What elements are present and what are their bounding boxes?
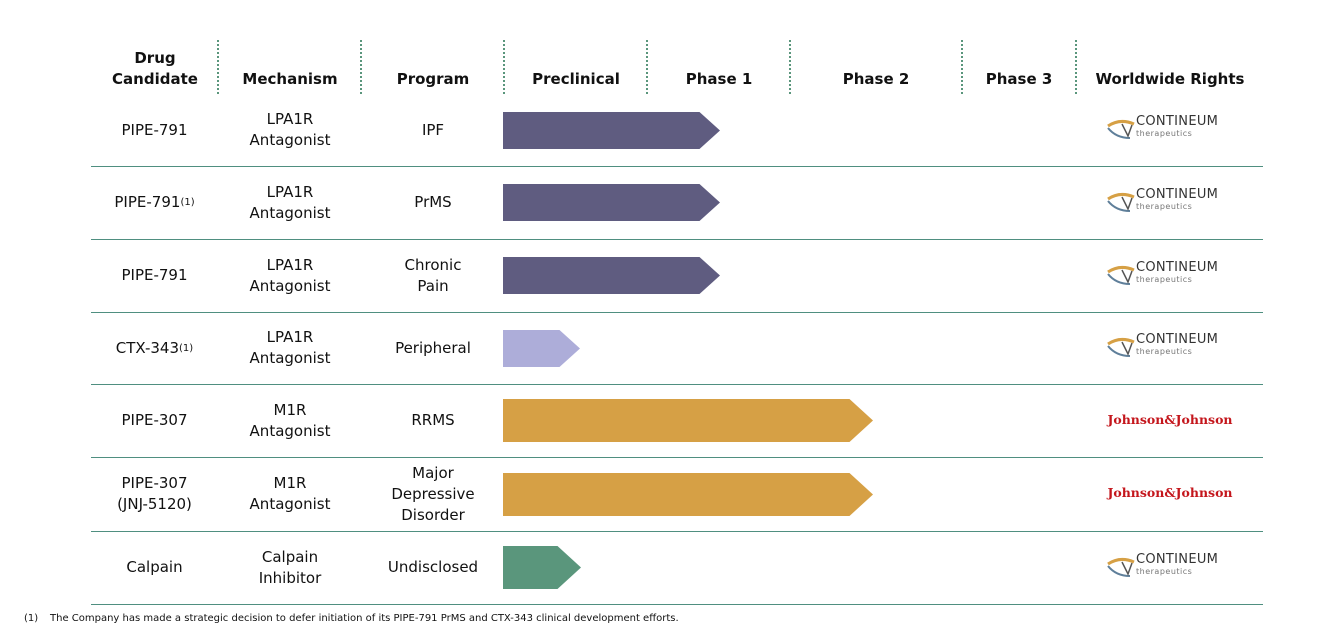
header: Drug Candidate — [112, 49, 198, 88]
rights: CONTINEUM therapeutics — [1136, 332, 1219, 358]
rights: CONTINEUM therapeutics — [1136, 114, 1219, 140]
candidate: PIPE-307 (JNJ-5120) — [91, 457, 218, 531]
rights-sub: therapeutics — [1136, 129, 1193, 138]
logo-icon — [1107, 265, 1135, 285]
mechanism: LPA1R Antagonist — [249, 255, 331, 295]
rights-logo: CONTINEUM therapeutics — [1106, 259, 1219, 286]
rights: CONTINEUM therapeutics — [1136, 259, 1219, 286]
candidate-name: PIPE-791 — [121, 120, 188, 139]
header: Phase 2 — [842, 70, 910, 88]
separator — [217, 40, 219, 94]
candidate: CTX-343 (1) — [91, 312, 218, 384]
header: Phase 3 — [985, 70, 1053, 88]
arrow-shape — [503, 257, 720, 294]
candidate-name: PIPE-307 — [121, 411, 188, 429]
arrow-shape — [503, 546, 581, 589]
candidate: PIPE-791 — [91, 239, 218, 312]
candidate: PIPE-307 — [91, 384, 218, 457]
logo-icon — [1107, 192, 1135, 212]
program: Major Depressive Disorder — [391, 463, 475, 524]
program: IPF — [421, 120, 445, 139]
row-line — [91, 531, 1263, 532]
mechanism: M1R Antagonist — [249, 474, 331, 513]
arrow-shape — [503, 111, 720, 149]
program: RRMS — [411, 411, 455, 429]
candidate-name: PIPE-307 (JNJ-5120) — [117, 474, 192, 513]
progress-arrow — [503, 111, 720, 149]
program: PrMS — [414, 193, 452, 211]
rights: CONTINEUM therapeutics — [1136, 551, 1219, 578]
progress-arrow — [503, 184, 720, 221]
rights-logo: CONTINEUM therapeutics — [1106, 186, 1219, 213]
candidate-name: Calpain — [126, 558, 183, 576]
rights: CONTINEUM therapeutics — [1136, 186, 1219, 213]
rights-name: CONTINEUM — [1136, 259, 1219, 275]
progress-arrow — [503, 472, 873, 516]
arrow-shape — [503, 184, 720, 221]
program: Chronic Pain — [404, 255, 462, 295]
progress-arrow — [503, 546, 581, 589]
candidate-name: CTX-343 — [115, 338, 180, 357]
progress-arrow — [503, 399, 873, 442]
logo-icon — [1107, 119, 1135, 139]
rights: Johnson&Johnson — [1107, 411, 1233, 427]
mechanism: M1R Antagonist — [249, 400, 331, 440]
candidate-name: PIPE-791 — [121, 266, 188, 284]
mechanism: LPA1R Antagonist — [249, 182, 331, 222]
row-line — [91, 604, 1263, 605]
mechanism: Calpain Inhibitor — [258, 547, 322, 587]
row-line — [91, 312, 1263, 313]
rights-name: CONTINEUM — [1136, 551, 1219, 567]
arrow-shape — [503, 329, 580, 367]
note: (1) — [179, 342, 194, 354]
row-line — [91, 166, 1263, 167]
rights-sub: therapeutics — [1136, 347, 1193, 356]
header: Worldwide Rights — [1095, 70, 1245, 88]
rights-sub: therapeutics — [1136, 566, 1193, 576]
mechanism: LPA1R Antagonist — [249, 110, 331, 149]
mechanism: LPA1R Antagonist — [249, 328, 331, 367]
logo-icon — [1107, 557, 1135, 577]
row-line — [91, 384, 1263, 385]
separator — [961, 40, 963, 94]
rights-sub: therapeutics — [1136, 201, 1193, 211]
rights-logo: CONTINEUM therapeutics — [1106, 332, 1219, 358]
logo-icon — [1107, 337, 1135, 357]
rights: Johnson&Johnson — [1107, 485, 1233, 500]
candidate: PIPE-791 — [91, 94, 218, 166]
footnote-marker: (1) — [24, 613, 39, 624]
arrow-shape — [503, 399, 873, 442]
rights-name: CONTINEUM — [1136, 186, 1219, 202]
candidate: Calpain — [91, 531, 218, 604]
footnote: The Company has made a strategic decisio… — [50, 613, 679, 624]
rights-logo: CONTINEUM therapeutics — [1106, 114, 1219, 140]
separator — [789, 40, 791, 94]
note: (1) — [180, 197, 195, 208]
arrow-shape — [503, 472, 873, 516]
header: Phase 1 — [685, 70, 753, 88]
rights-name: CONTINEUM — [1136, 332, 1219, 347]
separator — [360, 40, 362, 94]
candidate: PIPE-791 (1) — [91, 166, 218, 239]
progress-arrow — [503, 257, 720, 294]
separator — [1075, 40, 1077, 94]
rights-sub: therapeutics — [1136, 274, 1193, 284]
row-line — [91, 457, 1263, 458]
separator — [503, 40, 505, 94]
rights-name: CONTINEUM — [1136, 114, 1219, 129]
candidate-name: PIPE-791 — [114, 193, 181, 211]
rights-logo: CONTINEUM therapeutics — [1106, 551, 1219, 578]
program: Undisclosed — [387, 558, 479, 576]
header: Preclinical — [532, 70, 620, 88]
header: Mechanism — [242, 70, 338, 88]
program: Peripheral — [395, 338, 471, 357]
row-line — [91, 239, 1263, 240]
separator — [646, 40, 648, 94]
header: Program — [396, 70, 470, 88]
progress-arrow — [503, 329, 580, 367]
